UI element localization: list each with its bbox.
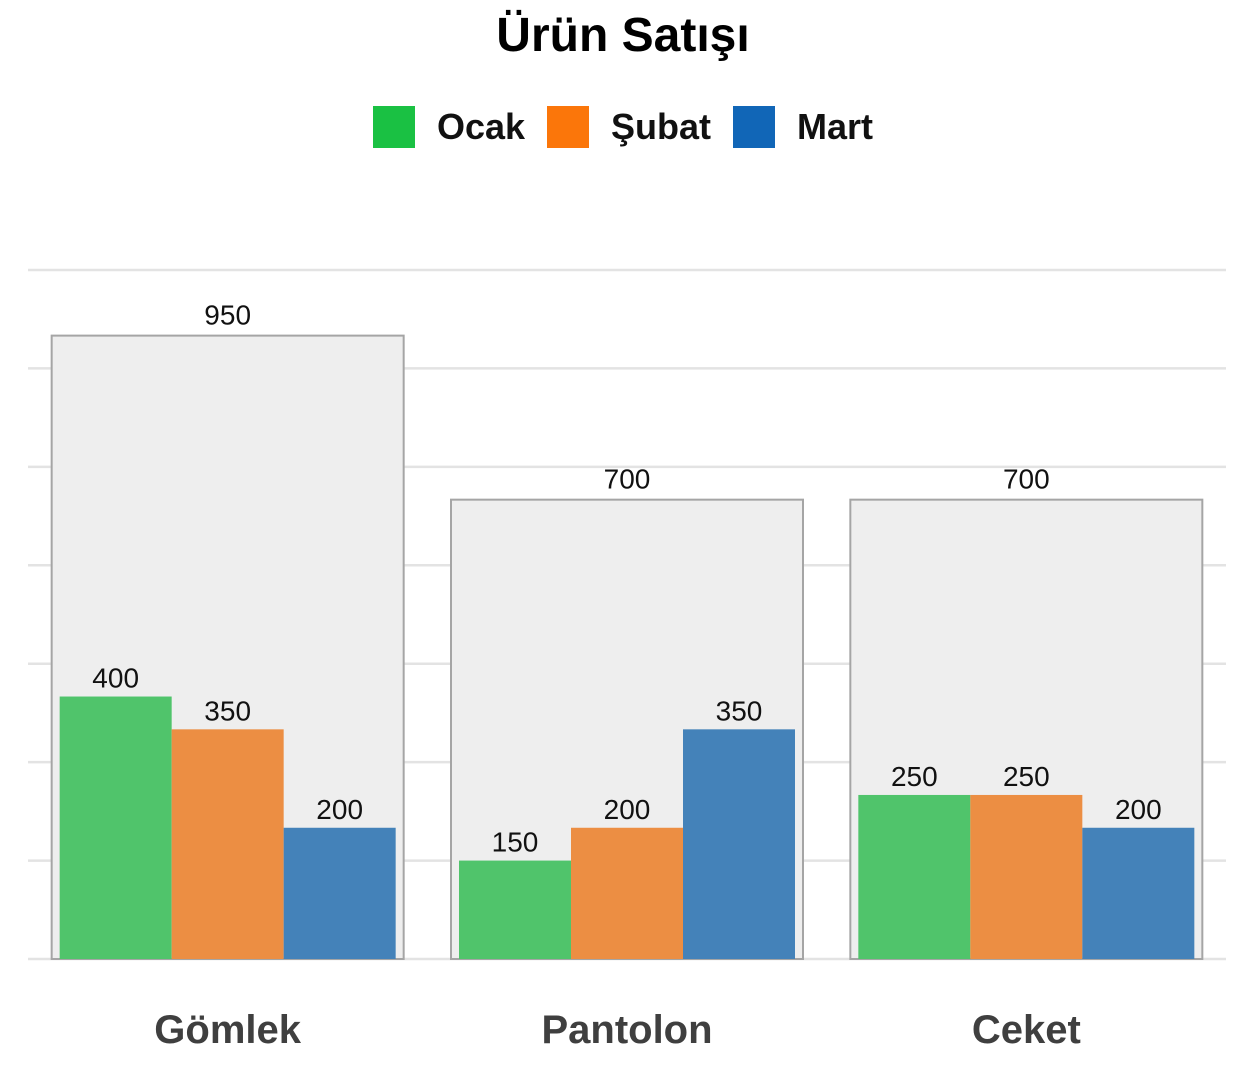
legend-item: Şubat [547,106,711,148]
data-bar [171,729,284,959]
legend-swatch [547,106,590,148]
legend-swatch [372,106,415,148]
data-bar [571,827,683,959]
bar-value-label: 200 [316,794,363,825]
total-label: 700 [604,464,651,495]
data-bar [283,827,396,959]
data-bar [59,696,172,959]
legend-item: Ocak [372,106,526,148]
legend-label: Şubat [611,106,712,147]
bar-value-label: 200 [1115,794,1162,825]
data-bar [1082,827,1195,959]
bar-value-label: 250 [891,761,938,792]
bar-value-label: 350 [204,695,251,726]
data-bar [858,794,971,959]
x-tick-label: Pantolon [541,1008,712,1052]
x-tick-label: Gömlek [154,1008,301,1052]
data-bar [970,794,1083,959]
bar-value-label: 200 [604,794,651,825]
total-label: 700 [1003,464,1050,495]
chart-title: Ürün Satışı [496,9,750,62]
legend-item: Mart [733,106,873,148]
total-label: 950 [204,300,251,331]
legend-label: Mart [797,106,874,147]
bar-value-label: 150 [492,827,539,858]
bar-value-label: 400 [92,663,139,694]
bar-value-label: 350 [716,695,763,726]
data-bar [683,729,795,959]
x-tick-label: Ceket [972,1008,1081,1052]
data-bar [459,860,571,959]
legend-label: Ocak [436,106,526,147]
legend: Ocak Şubat Mart [0,106,1246,148]
bar-value-label: 250 [1003,761,1050,792]
legend-swatch [733,106,776,148]
